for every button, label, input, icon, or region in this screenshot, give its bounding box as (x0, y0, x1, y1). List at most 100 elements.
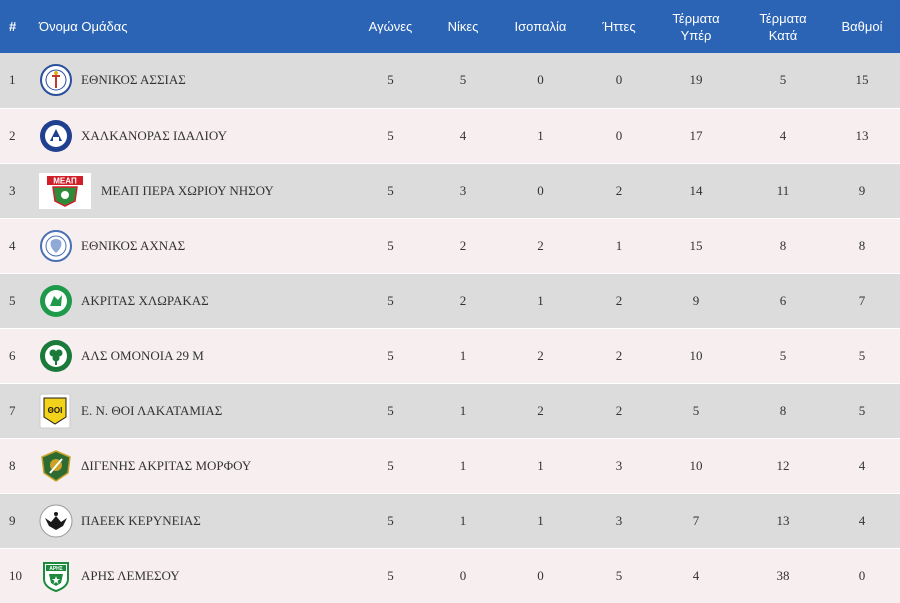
losses-cell: 0 (588, 108, 650, 164)
goals-against-cell: 6 (742, 273, 824, 329)
team-name[interactable]: ΧΑΛΚΑΝΟΡΑΣ ΙΔΑΛΙΟΥ (81, 127, 227, 143)
team-cell: ΑΚΡΙΤΑΣ ΧΛΩΡΑΚΑΣ (36, 273, 348, 329)
goals-for-cell: 7 (650, 493, 742, 549)
thoi-crest-icon: ΘΟΙ (39, 393, 71, 429)
played-cell: 5 (348, 163, 433, 219)
goals-for-cell: 19 (650, 53, 742, 109)
losses-cell: 2 (588, 273, 650, 329)
points-cell: 4 (824, 438, 900, 494)
digenis-crest-icon (39, 449, 73, 483)
table-row[interactable]: 3 ΜΕΑΠ ΜΕΑΠ ΠΕΡΑ ΧΩΡΙΟΥ ΝΗΣΟΥ 5 3 0 2 14… (0, 163, 900, 219)
team-name[interactable]: ΕΘΝΙΚΟΣ ΑΧΝΑΣ (81, 237, 186, 253)
svg-text:ΘΟΙ: ΘΟΙ (48, 406, 63, 415)
goals-for-cell: 17 (650, 108, 742, 164)
rank-cell: 2 (0, 108, 36, 164)
points-cell: 5 (824, 383, 900, 439)
table-row[interactable]: 7 ΘΟΙ Ε. Ν. ΘΟΙ ΛΑΚΑΤΑΜΙΑΣ 5 1 2 2 5 8 5 (0, 383, 900, 439)
team-name[interactable]: ΠΑΕΕΚ ΚΕΡΥΝΕΙΑΣ (81, 512, 201, 528)
header-played[interactable]: Αγώνες (368, 19, 413, 34)
header-goals-for[interactable]: Τέρματα Υπέρ (672, 10, 720, 43)
table-row[interactable]: 1 ΕΘΝΙΚΟΣ ΑΣΣΙΑΣ 5 5 0 0 19 5 15 (0, 53, 900, 109)
team-cell: ΕΘΝΙΚΟΣ ΑΧΝΑΣ (36, 218, 348, 274)
draws-cell: 1 (493, 438, 588, 494)
points-cell: 0 (824, 548, 900, 603)
losses-cell: 2 (588, 383, 650, 439)
header-wins[interactable]: Νίκες (447, 19, 479, 34)
draws-cell: 2 (493, 328, 588, 384)
draws-cell: 1 (493, 493, 588, 549)
wins-cell: 4 (433, 108, 493, 164)
aris-crest-icon: ΑΡΗΣ (39, 559, 73, 593)
goals-for-cell: 14 (650, 163, 742, 219)
played-cell: 5 (348, 218, 433, 274)
points-cell: 5 (824, 328, 900, 384)
goals-against-cell: 12 (742, 438, 824, 494)
rank-cell: 9 (0, 493, 36, 549)
team-name[interactable]: ΔΙΓΕΝΗΣ ΑΚΡΙΤΑΣ ΜΟΡΦΟΥ (81, 457, 252, 473)
wins-cell: 2 (433, 218, 493, 274)
team-name[interactable]: ΑΚΡΙΤΑΣ ΧΛΩΡΑΚΑΣ (81, 292, 209, 308)
header-rank[interactable]: # (9, 19, 17, 34)
losses-cell: 3 (588, 493, 650, 549)
losses-cell: 2 (588, 328, 650, 384)
draws-cell: 1 (493, 108, 588, 164)
team-cell: ΜΕΑΠ ΜΕΑΠ ΠΕΡΑ ΧΩΡΙΟΥ ΝΗΣΟΥ (36, 163, 348, 219)
table-row[interactable]: 5 ΑΚΡΙΤΑΣ ΧΛΩΡΑΚΑΣ 5 2 1 2 9 6 7 (0, 273, 900, 329)
table-row[interactable]: 6 ΑΛΣ ΟΜΟΝΟΙΑ 29 Μ 5 1 2 2 10 5 5 (0, 328, 900, 384)
team-cell: ΧΑΛΚΑΝΟΡΑΣ ΙΔΑΛΙΟΥ (36, 108, 348, 164)
goals-for-cell: 10 (650, 328, 742, 384)
goals-against-cell: 8 (742, 218, 824, 274)
team-name[interactable]: ΑΛΣ ΟΜΟΝΟΙΑ 29 Μ (81, 347, 204, 363)
header-team[interactable]: Όνομα Ομάδας (39, 19, 128, 34)
team-cell: ΑΛΣ ΟΜΟΝΟΙΑ 29 Μ (36, 328, 348, 384)
draws-cell: 2 (493, 383, 588, 439)
rank-cell: 1 (0, 53, 36, 109)
table-row[interactable]: 10 ΑΡΗΣ ΑΡΗΣ ΛΕΜΕΣΟΥ 5 0 0 5 4 38 0 (0, 548, 900, 603)
goals-for-cell: 15 (650, 218, 742, 274)
team-name[interactable]: ΜΕΑΠ ΠΕΡΑ ΧΩΡΙΟΥ ΝΗΣΟΥ (101, 182, 274, 198)
table-row[interactable]: 4 ΕΘΝΙΚΟΣ ΑΧΝΑΣ 5 2 2 1 15 8 8 (0, 218, 900, 274)
draws-cell: 2 (493, 218, 588, 274)
header-losses[interactable]: Ήττες (602, 19, 636, 34)
goals-for-cell: 4 (650, 548, 742, 603)
team-name[interactable]: ΑΡΗΣ ΛΕΜΕΣΟΥ (81, 567, 180, 583)
paeek-crest-icon (39, 504, 73, 538)
losses-cell: 5 (588, 548, 650, 603)
played-cell: 5 (348, 328, 433, 384)
team-name[interactable]: Ε. Ν. ΘΟΙ ΛΑΚΑΤΑΜΙΑΣ (81, 402, 223, 418)
goals-for-cell: 9 (650, 273, 742, 329)
rank-cell: 4 (0, 218, 36, 274)
played-cell: 5 (348, 273, 433, 329)
header-goals-against[interactable]: Τέρματα Κατά (759, 10, 807, 43)
rank-cell: 10 (0, 548, 36, 603)
rank-cell: 5 (0, 273, 36, 329)
goals-against-cell: 38 (742, 548, 824, 603)
team-name[interactable]: ΕΘΝΙΚΟΣ ΑΣΣΙΑΣ (81, 72, 186, 88)
played-cell: 5 (348, 438, 433, 494)
table-row[interactable]: 8 ΔΙΓΕΝΗΣ ΑΚΡΙΤΑΣ ΜΟΡΦΟΥ 5 1 1 3 10 12 4 (0, 438, 900, 494)
header-points[interactable]: Βαθμοί (841, 19, 883, 34)
ethnikos-assias-crest-icon (39, 63, 73, 97)
played-cell: 5 (348, 53, 433, 109)
omonoia-29m-crest-icon (39, 339, 73, 373)
losses-cell: 2 (588, 163, 650, 219)
wins-cell: 3 (433, 163, 493, 219)
ethnikos-achnas-crest-icon (39, 229, 73, 263)
team-cell: ΔΙΓΕΝΗΣ ΑΚΡΙΤΑΣ ΜΟΡΦΟΥ (36, 438, 348, 494)
losses-cell: 3 (588, 438, 650, 494)
wins-cell: 1 (433, 383, 493, 439)
goals-for-cell: 5 (650, 383, 742, 439)
wins-cell: 1 (433, 328, 493, 384)
points-cell: 9 (824, 163, 900, 219)
header-draws[interactable]: Ισοπαλία (514, 19, 567, 34)
losses-cell: 0 (588, 53, 650, 109)
meap-crest-icon: ΜΕΑΠ (39, 172, 91, 209)
goals-against-cell: 8 (742, 383, 824, 439)
table-row[interactable]: 9 ΠΑΕΕΚ ΚΕΡΥΝΕΙΑΣ 5 1 1 3 7 13 4 (0, 493, 900, 549)
played-cell: 5 (348, 493, 433, 549)
points-cell: 13 (824, 108, 900, 164)
table-body: 1 ΕΘΝΙΚΟΣ ΑΣΣΙΑΣ 5 5 0 0 19 5 15 2 (0, 53, 900, 603)
goals-against-cell: 5 (742, 53, 824, 109)
table-row[interactable]: 2 ΧΑΛΚΑΝΟΡΑΣ ΙΔΑΛΙΟΥ 5 4 1 0 17 4 13 (0, 108, 900, 164)
